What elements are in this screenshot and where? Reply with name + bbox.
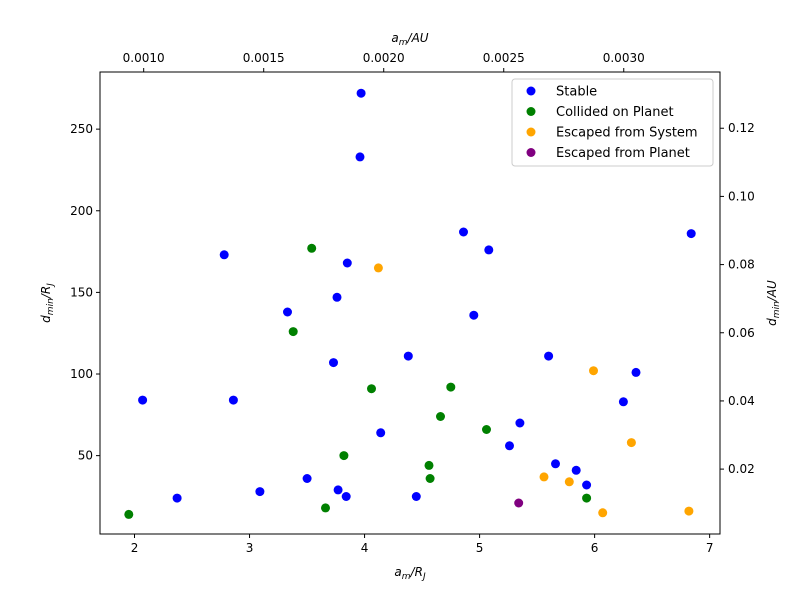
data-point-escaped-from-system-3	[589, 366, 598, 376]
y-tick-label: 50	[78, 449, 93, 463]
data-point-stable-24	[571, 465, 581, 475]
data-point-stable-11	[342, 258, 352, 268]
top-x-tick-label: 0.0020	[363, 51, 405, 65]
right-y-tick-label: 0.06	[728, 326, 755, 340]
data-point-escaped-from-system-0	[373, 263, 383, 273]
data-point-collided-on-planet-2	[307, 243, 317, 253]
right-y-tick-label: 0.12	[728, 121, 755, 135]
top-x-tick-label: 0.0025	[483, 51, 525, 65]
top-x-axis-ticks: 0.0010 0.0015 0.0020 0.0025 0.0030	[123, 51, 645, 72]
data-point-stable-12	[355, 152, 365, 162]
data-point-stable-13	[356, 88, 366, 98]
data-point-stable-26	[618, 397, 628, 407]
data-point-escaped-from-system-4	[598, 508, 608, 518]
data-point-stable-21	[515, 418, 525, 428]
data-point-escaped-from-system-5	[626, 438, 636, 448]
plot-frame	[99, 71, 721, 535]
legend-label-escaped-from-planet: Escaped from Planet	[556, 146, 690, 161]
data-point-collided-on-planet-10	[482, 425, 491, 434]
data-point-stable-4	[255, 487, 265, 497]
x-axis-ticks: 2 3 4 5 6 7	[131, 534, 714, 555]
x-tick-label: 5	[476, 541, 484, 555]
data-point-stable-7	[329, 358, 338, 368]
data-point-stable-16	[411, 492, 421, 501]
data-point-escaped-from-system-6	[684, 506, 694, 516]
x-tick-label: 6	[591, 541, 599, 555]
right-y-axis-label: dmin/AU	[765, 280, 782, 326]
x-tick-label: 2	[131, 541, 139, 555]
data-point-stable-1	[172, 493, 182, 503]
data-point-escaped-from-planet-0	[514, 498, 524, 508]
legend-marker-collided-on-planet	[526, 107, 536, 116]
x-tick-label: 7	[706, 541, 714, 555]
legend-marker-escaped-from-system	[526, 127, 536, 137]
x-axis-label: am/RJ	[394, 565, 426, 582]
data-point-stable-0	[138, 395, 148, 405]
right-y-tick-label: 0.08	[728, 258, 755, 272]
data-point-stable-18	[469, 310, 479, 320]
y-axis-ticks: 50 100 150 200 250	[70, 122, 100, 463]
data-point-stable-2	[219, 250, 229, 260]
y-axis-label: dmin/RJ	[39, 283, 56, 323]
data-point-stable-22	[544, 351, 554, 361]
data-point-collided-on-planet-9	[446, 382, 456, 392]
data-point-stable-17	[459, 227, 468, 237]
data-point-stable-28	[686, 229, 696, 239]
data-point-collided-on-planet-0	[124, 509, 134, 519]
top-x-axis-label: am/AU	[391, 31, 428, 48]
data-point-collided-on-planet-7	[425, 474, 435, 483]
data-point-stable-20	[505, 441, 514, 451]
legend-box	[511, 78, 714, 167]
x-tick-label: 4	[361, 541, 369, 555]
data-point-stable-15	[403, 351, 413, 361]
y-tick-label: 150	[70, 285, 93, 299]
y-tick-label: 200	[70, 204, 93, 218]
legend-label-collided-on-planet: Collided on Planet	[556, 105, 674, 120]
right-y-tick-label: 0.04	[728, 394, 755, 408]
legend-label-escaped-from-system: Escaped from System	[556, 126, 698, 141]
data-point-stable-9	[333, 485, 343, 495]
x-tick-label: 3	[246, 541, 254, 555]
data-point-collided-on-planet-3	[321, 503, 330, 513]
data-point-stable-6	[302, 474, 312, 483]
data-point-stable-14	[376, 428, 386, 438]
data-point-stable-10	[341, 492, 351, 501]
top-x-tick-label: 0.0010	[123, 51, 165, 65]
top-x-tick-label: 0.0015	[243, 51, 285, 65]
data-point-stable-25	[582, 480, 592, 490]
right-y-axis-ticks: 0.02 0.04 0.06 0.08 0.10 0.12	[720, 121, 755, 476]
right-y-tick-label: 0.10	[728, 189, 755, 203]
data-point-collided-on-planet-11	[582, 493, 592, 503]
data-point-collided-on-planet-8	[436, 412, 445, 421]
data-point-stable-23	[551, 459, 560, 469]
data-points	[124, 88, 696, 519]
data-point-escaped-from-system-2	[564, 477, 574, 487]
data-point-escaped-from-system-1	[539, 472, 549, 482]
data-point-stable-19	[484, 245, 494, 255]
y-tick-label: 250	[70, 122, 93, 136]
data-point-stable-8	[332, 292, 342, 302]
y-tick-label: 100	[70, 367, 93, 381]
data-point-collided-on-planet-6	[424, 460, 434, 470]
top-x-tick-label: 0.0030	[603, 51, 645, 65]
legend-marker-stable	[526, 86, 536, 96]
data-point-collided-on-planet-1	[288, 327, 298, 337]
data-point-collided-on-planet-5	[367, 384, 376, 394]
legend: Stable Collided on Planet Escaped from Sys…	[511, 78, 714, 167]
data-point-collided-on-planet-4	[339, 451, 349, 461]
data-point-stable-27	[631, 367, 641, 377]
data-point-stable-3	[228, 395, 238, 405]
right-y-tick-label: 0.02	[728, 462, 755, 476]
legend-marker-escaped-from-planet	[526, 148, 536, 157]
legend-label-stable: Stable	[556, 85, 597, 100]
data-point-stable-5	[283, 307, 292, 317]
